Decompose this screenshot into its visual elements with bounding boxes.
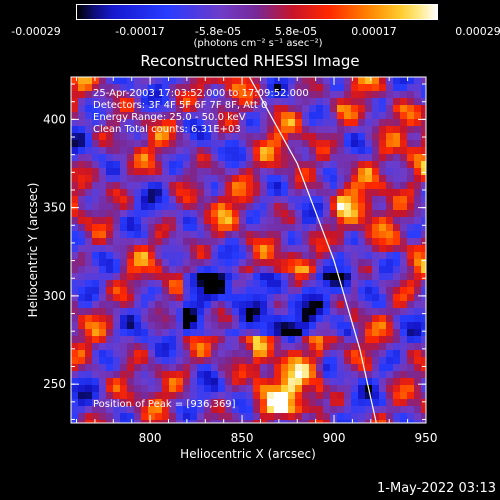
annotation-clean: Clean Total counts: 6.31E+03 <box>93 124 241 135</box>
colorbar <box>76 4 438 20</box>
x-tick-label: 900 <box>323 431 346 445</box>
x-tick-label: 850 <box>231 431 254 445</box>
y-tick-label: 350 <box>43 201 66 215</box>
solar-limb-curve <box>248 77 377 423</box>
y-tick-label: 400 <box>43 112 66 126</box>
colorbar-tick-label: 0.00029 <box>455 25 500 38</box>
colorbar-tick-label: 5.8e-05 <box>274 25 318 38</box>
y-tick-label: 300 <box>43 289 66 303</box>
colorbar-tick-label: -0.00029 <box>11 25 61 38</box>
y-tick-label: 250 <box>43 377 66 391</box>
colorbar-unit-label: (photons cm⁻² s⁻¹ asec⁻²) <box>193 38 323 49</box>
footer-date: 1-May-2022 03:13 <box>377 481 496 496</box>
y-axis-label: Heliocentric Y (arcsec) <box>26 183 40 318</box>
x-tick-label: 950 <box>415 431 438 445</box>
colorbar-tick-label: -0.00017 <box>115 25 165 38</box>
x-axis-label: Heliocentric X (arcsec) <box>180 447 316 461</box>
annotation-detectors: Detectors: 3F 4F 5F 6F 7F 8F, Att 0 <box>93 100 267 111</box>
annotation-time: 25-Apr-2003 17:03:52.000 to 17:09:52.000 <box>93 88 309 99</box>
colorbar-tick-label: -5.8e-05 <box>194 25 242 38</box>
heatmap-image <box>71 77 426 423</box>
colorbar-tick-label: 0.00017 <box>351 25 397 38</box>
chart-title: Reconstructed RHESSI Image <box>140 52 360 70</box>
plot-frame <box>70 76 427 424</box>
annotation-energy: Energy Range: 25.0 - 50.0 keV <box>93 112 246 123</box>
x-tick-label: 800 <box>139 431 162 445</box>
annotation-peak: Position of Peak = [936,369] <box>93 399 236 410</box>
axis-ticks: 800 850 900 950 250 300 350 400 <box>43 77 437 445</box>
